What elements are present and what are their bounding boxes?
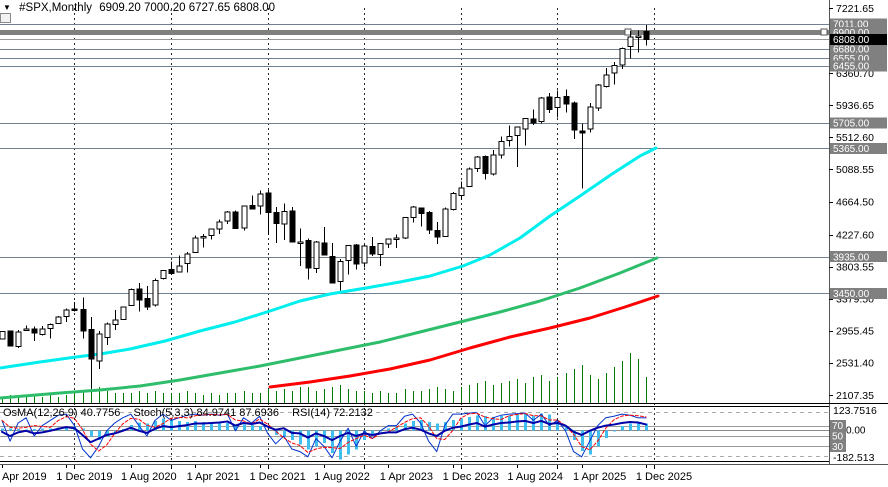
- svg-text:3803.55: 3803.55: [836, 261, 874, 273]
- svg-text:123.7516: 123.7516: [833, 405, 877, 417]
- osma-label: OsMA(12,26,9) 40.7756: [3, 407, 121, 419]
- svg-text:1 Apr 2025: 1 Apr 2025: [573, 471, 626, 483]
- svg-text:6900.00: 6900.00: [833, 28, 870, 39]
- hline-badge: [830, 26, 887, 38]
- indicator-subwindow: [0, 412, 829, 457]
- chart-header: ▼ #SPX,Monthly 6909.20 7000.20 6727.65 6…: [3, 2, 279, 14]
- svg-text:0.00: 0.00: [846, 426, 866, 437]
- hline-badge: [830, 43, 887, 55]
- hline-badge: [830, 142, 887, 154]
- sub-level-badge: [830, 430, 846, 442]
- svg-text:1 Dec 2021: 1 Dec 2021: [249, 471, 305, 483]
- current-price-badge: [830, 33, 887, 45]
- svg-text:7011.00: 7011.00: [833, 20, 869, 31]
- sub-level-badge: [830, 440, 846, 452]
- svg-text:5705.00: 5705.00: [833, 118, 870, 129]
- volume-bars: [2, 353, 647, 403]
- hline-badge: [830, 52, 887, 64]
- horizontal-lines[interactable]: [0, 24, 829, 294]
- svg-text:3935.00: 3935.00: [833, 252, 870, 263]
- indicator-label-row: OsMA(12,26,9) 40.7756 Stoch(5,3,3) 84.97…: [3, 407, 383, 419]
- svg-text:1 Dec 2025: 1 Dec 2025: [636, 471, 692, 483]
- time-axis[interactable]: 1 Apr 2019 1 Dec 2019 1 Aug 2020 1 Apr 2021…: [0, 465, 692, 483]
- svg-text:30: 30: [832, 442, 844, 453]
- hline-badge: [830, 287, 887, 299]
- ohlc-quote: 6909.20 7000.20 6727.65 6808.00: [99, 2, 276, 14]
- hline-badge: [830, 18, 887, 30]
- symbol-period-label: #SPX,Monthly: [19, 2, 92, 14]
- hline-badge: [830, 60, 887, 72]
- svg-text:2531.40: 2531.40: [836, 358, 874, 370]
- hline-badge: [830, 117, 887, 129]
- svg-text:7221.65: 7221.65: [836, 3, 874, 15]
- svg-text:6680.00: 6680.00: [833, 45, 870, 56]
- svg-text:1 Dec 2023: 1 Dec 2023: [443, 471, 499, 483]
- sub-level-badge: [830, 420, 846, 432]
- svg-text:4664.50: 4664.50: [836, 196, 874, 208]
- hline-badge: [830, 251, 887, 263]
- svg-text:1 Aug 2024: 1 Aug 2024: [507, 471, 563, 483]
- svg-text:6555.00: 6555.00: [833, 54, 870, 65]
- hline-handle[interactable]: [820, 28, 828, 36]
- svg-text:1 Aug 2020: 1 Aug 2020: [121, 471, 177, 483]
- price-axis[interactable]: 7221.656360.705936.655512.605088.554664.…: [829, 3, 887, 402]
- rsi-label: RSI(14) 72.2132: [292, 407, 373, 419]
- svg-text:1 Dec 2019: 1 Dec 2019: [56, 471, 112, 483]
- svg-text:2107.35: 2107.35: [836, 390, 874, 402]
- svg-text:5936.65: 5936.65: [836, 100, 874, 112]
- svg-text:50: 50: [832, 432, 844, 443]
- symbol-dropdown-icon[interactable]: ▼: [3, 3, 11, 12]
- svg-text:1 Apr 2019: 1 Apr 2019: [0, 471, 47, 483]
- chart-corner-widget[interactable]: [0, 13, 11, 23]
- svg-text:1 Aug 2022: 1 Aug 2022: [314, 471, 370, 483]
- candles-series: [0, 24, 650, 389]
- svg-text:5512.60: 5512.60: [836, 132, 874, 144]
- svg-text:1 Apr 2023: 1 Apr 2023: [380, 471, 433, 483]
- oscillator-lines: [1, 412, 647, 459]
- svg-text:-182.513: -182.513: [833, 452, 875, 464]
- svg-text:6808.00: 6808.00: [833, 35, 870, 46]
- svg-text:4227.60: 4227.60: [836, 229, 874, 241]
- svg-text:1 Apr 2021: 1 Apr 2021: [187, 471, 240, 483]
- svg-text:5365.00: 5365.00: [833, 144, 870, 155]
- moving-averages: [0, 146, 660, 400]
- svg-text:2955.45: 2955.45: [836, 326, 874, 338]
- svg-text:6455.00: 6455.00: [833, 62, 870, 73]
- frames: [0, 0, 888, 465]
- svg-text:5088.55: 5088.55: [836, 164, 874, 176]
- svg-text:70: 70: [832, 421, 844, 432]
- stoch-label: Stoch(5,3,3) 84.9741 87.6936: [133, 407, 280, 419]
- svg-text:3450.00: 3450.00: [833, 289, 870, 300]
